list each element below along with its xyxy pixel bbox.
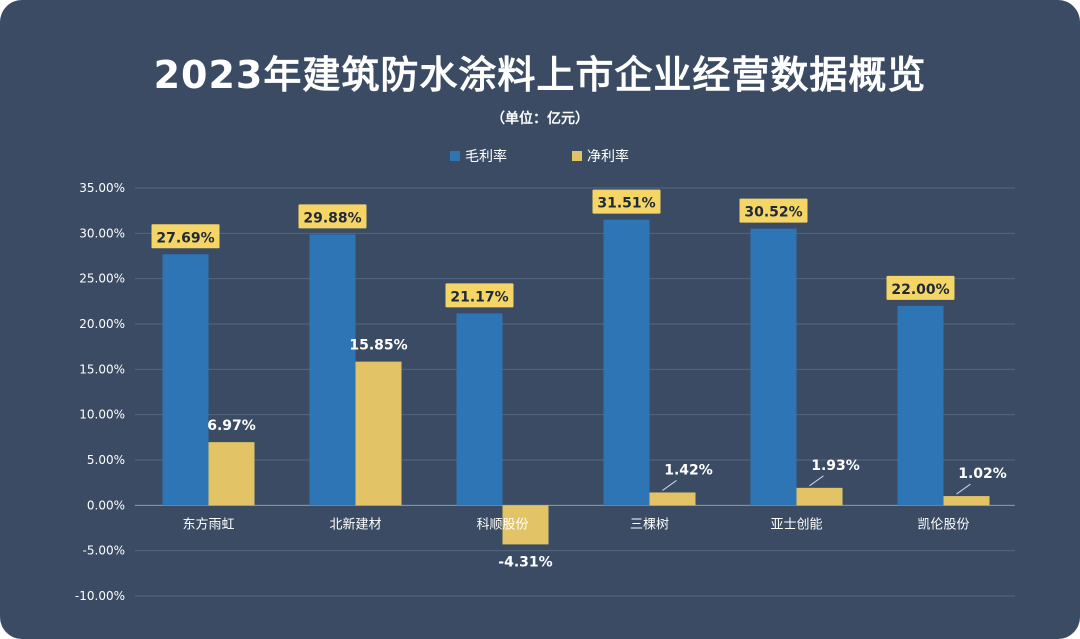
data-label-net: 1.02% (958, 466, 1007, 482)
category-label: 三棵树 (630, 517, 669, 532)
bar-gross-margin (309, 234, 356, 506)
y-tick-label: 10.00% (79, 408, 125, 422)
category-label: 东方雨虹 (182, 516, 234, 532)
data-label-net: 6.97% (207, 418, 256, 434)
chart-title: 2023年建筑防水涂料上市企业经营数据概览 (153, 53, 927, 97)
bar-net-margin (208, 442, 255, 506)
y-tick-label: 5.00% (87, 453, 125, 467)
y-tick-label: 20.00% (79, 317, 125, 331)
bar-gross-margin (603, 219, 650, 506)
bar-net-margin (796, 487, 843, 506)
data-label-gross: 30.52% (744, 205, 802, 221)
y-tick-label: 35.00% (79, 181, 125, 195)
data-label-net: 1.42% (664, 462, 713, 478)
data-label-box (298, 204, 367, 229)
category-label: 科顺股份 (476, 517, 528, 532)
data-label-gross: 27.69% (156, 230, 214, 246)
bar-gross-margin (750, 228, 797, 506)
data-label-box (151, 224, 220, 249)
category-label: 亚士创能 (770, 517, 822, 532)
data-label-gross: 29.88% (303, 210, 361, 226)
category-label: 凯伦股份 (917, 517, 969, 532)
data-label-gross: 22.00% (891, 282, 949, 298)
y-tick-label: -10.00% (75, 589, 125, 603)
chart-subtitle: （单位：亿元） (491, 111, 589, 127)
bar-gross-margin (456, 313, 503, 506)
bar-net-margin (943, 496, 990, 506)
bar-gross-margin (897, 305, 944, 506)
data-label-box (886, 275, 955, 300)
y-tick-label: -5.00% (83, 544, 125, 558)
data-label-net: 15.85% (349, 338, 407, 354)
bar-net-margin (502, 505, 549, 545)
label-leader-line (956, 483, 971, 495)
bar-gross-margin (162, 254, 209, 506)
label-leader-line (662, 480, 677, 491)
data-label-net: -4.31% (498, 554, 552, 570)
y-tick-label: 25.00% (79, 272, 125, 286)
data-label-box (445, 283, 514, 308)
bar-net-margin (355, 361, 402, 506)
legend-label-gross: 毛利率 (465, 148, 507, 165)
data-label-gross: 31.51% (597, 196, 655, 212)
y-tick-label: 15.00% (79, 362, 125, 376)
y-tick-label: 0.00% (87, 498, 125, 512)
data-label-gross: 21.17% (450, 289, 508, 305)
legend-label-net: 净利率 (587, 148, 629, 165)
data-label-box (592, 189, 661, 214)
legend-swatch-net (572, 151, 582, 161)
data-label-box (739, 198, 808, 223)
y-tick-label: 30.00% (79, 226, 125, 240)
legend-swatch-gross (450, 151, 460, 161)
category-label: 北新建材 (329, 516, 381, 532)
label-leader-line (809, 475, 824, 487)
data-label-net: 1.93% (811, 458, 860, 474)
bar-net-margin (649, 492, 696, 506)
